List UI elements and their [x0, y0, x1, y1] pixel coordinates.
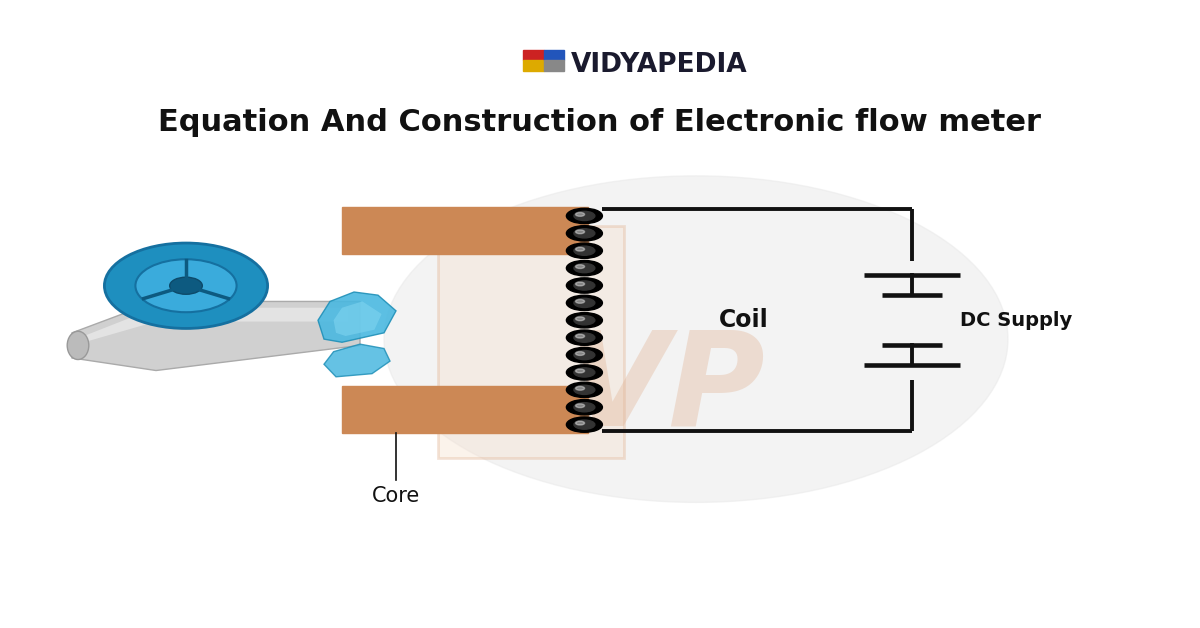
Circle shape	[384, 176, 1008, 502]
Ellipse shape	[574, 229, 595, 238]
Ellipse shape	[576, 230, 584, 234]
Ellipse shape	[574, 420, 595, 429]
Bar	[342, 386, 588, 433]
Bar	[342, 207, 588, 254]
Ellipse shape	[566, 243, 602, 258]
Ellipse shape	[574, 298, 595, 308]
Ellipse shape	[566, 399, 602, 415]
Text: VP: VP	[566, 326, 766, 453]
Text: DC Supply: DC Supply	[960, 311, 1073, 330]
Text: VIDYAPEDIA: VIDYAPEDIA	[571, 52, 748, 78]
Ellipse shape	[566, 330, 602, 345]
Text: Core: Core	[372, 486, 420, 506]
Text: Equation And Construction of Electronic flow meter: Equation And Construction of Electronic …	[158, 108, 1042, 137]
Ellipse shape	[576, 404, 584, 408]
Circle shape	[104, 243, 268, 328]
Ellipse shape	[576, 334, 584, 338]
Ellipse shape	[576, 212, 584, 216]
Ellipse shape	[566, 208, 602, 224]
Ellipse shape	[576, 369, 584, 373]
Circle shape	[169, 277, 203, 295]
Ellipse shape	[576, 386, 584, 390]
Polygon shape	[324, 344, 390, 377]
Circle shape	[136, 259, 236, 312]
Ellipse shape	[576, 300, 584, 303]
Ellipse shape	[574, 212, 595, 220]
Ellipse shape	[574, 264, 595, 273]
Ellipse shape	[566, 225, 602, 241]
Text: Coil: Coil	[719, 308, 769, 332]
Ellipse shape	[566, 417, 602, 432]
Ellipse shape	[574, 246, 595, 256]
Ellipse shape	[574, 333, 595, 342]
Ellipse shape	[576, 352, 584, 355]
Polygon shape	[84, 308, 348, 342]
Polygon shape	[334, 301, 382, 336]
Bar	[438, 226, 624, 458]
Ellipse shape	[574, 281, 595, 290]
Ellipse shape	[576, 264, 584, 269]
Ellipse shape	[576, 421, 584, 425]
Ellipse shape	[566, 365, 602, 380]
Ellipse shape	[576, 282, 584, 286]
Ellipse shape	[566, 313, 602, 328]
Ellipse shape	[574, 316, 595, 325]
Ellipse shape	[67, 332, 89, 359]
Ellipse shape	[566, 261, 602, 276]
Bar	[523, 50, 544, 60]
Ellipse shape	[574, 403, 595, 412]
Ellipse shape	[574, 385, 595, 394]
Ellipse shape	[576, 247, 584, 251]
Ellipse shape	[566, 382, 602, 398]
Bar	[544, 50, 564, 60]
Ellipse shape	[574, 350, 595, 360]
Bar	[523, 60, 544, 71]
Ellipse shape	[566, 278, 602, 293]
Polygon shape	[72, 301, 360, 371]
Ellipse shape	[576, 317, 584, 321]
Ellipse shape	[574, 368, 595, 377]
Bar	[544, 60, 564, 71]
Polygon shape	[318, 292, 396, 342]
Ellipse shape	[566, 295, 602, 310]
Ellipse shape	[566, 347, 602, 363]
